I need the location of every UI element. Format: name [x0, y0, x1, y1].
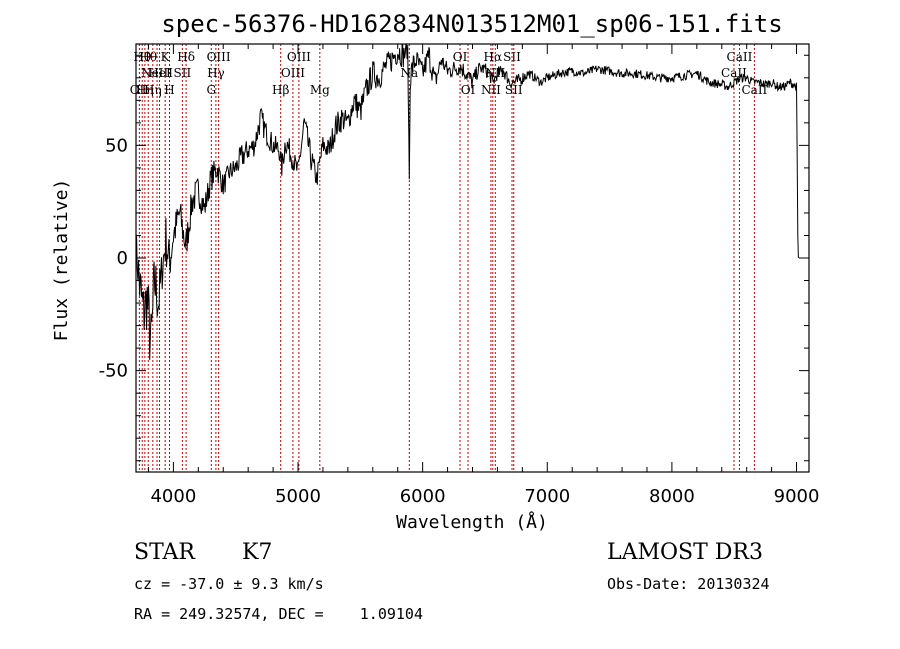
line-label: Hη	[144, 83, 162, 97]
x-tick-label: 6000	[400, 486, 446, 507]
plot-frame	[135, 43, 810, 473]
x-axis-label: Wavelength (Å)	[396, 511, 548, 533]
line-label: SII	[503, 50, 521, 64]
line-label: OIII	[207, 50, 231, 64]
x-tick-label: 8000	[649, 486, 695, 507]
survey-name: LAMOST DR3	[607, 540, 763, 565]
line-label: Hβ	[272, 83, 289, 97]
chart-title: spec-56376-HD162834N013512M01_sp06-151.f…	[161, 10, 782, 38]
spectral-line-markers: OIIHθHηHθHηNeIIIHeIKHSIIHδGHγOIIIHβOIIIO…	[130, 44, 768, 472]
y-tick-label: -50	[99, 361, 128, 382]
line-label: SII	[505, 83, 523, 97]
line-label: Hδ	[177, 50, 195, 64]
line-label: CaII	[741, 83, 767, 97]
y-tick-label: 0	[117, 248, 128, 269]
axis-ticks: 4000 5000 6000 7000 8000 9000 -50 0 50	[99, 44, 820, 507]
line-label: OIII	[281, 66, 305, 80]
line-label: K	[161, 50, 171, 64]
line-label: Mg	[310, 83, 330, 97]
line-label: HeI	[148, 66, 171, 80]
x-tick-label: 7000	[524, 486, 570, 507]
line-label: Hθ	[139, 50, 157, 64]
object-subclass: K7	[242, 540, 272, 565]
line-label: H	[164, 83, 174, 97]
line-label: OIII	[287, 50, 311, 64]
y-tick-label: 50	[105, 135, 128, 156]
x-tick-label: 5000	[275, 486, 321, 507]
line-label: G	[206, 83, 216, 97]
line-label: SII	[174, 66, 192, 80]
redshift-text: cz = -37.0 ± 9.3 km/s	[134, 575, 324, 593]
x-tick-label: 9000	[774, 486, 820, 507]
line-label: OI	[461, 83, 476, 97]
coordinates: RA = 249.32574, DEC = 1.09104	[134, 605, 423, 623]
object-class: STAR	[134, 540, 196, 565]
line-label: NII	[481, 83, 501, 97]
line-label: Hγ	[207, 66, 225, 80]
line-label: Hθ	[133, 50, 151, 64]
line-label: CaII	[727, 50, 753, 64]
obs-date: Obs-Date: 20130324	[607, 575, 770, 593]
x-tick-label: 4000	[150, 486, 196, 507]
spectrum-series-line	[135, 44, 799, 360]
y-axis-label: Flux (relative)	[51, 179, 72, 342]
line-label: Na	[400, 66, 418, 80]
line-label: Hα	[484, 50, 503, 64]
line-label: Hη	[136, 83, 154, 97]
line-label: OI	[453, 50, 468, 64]
